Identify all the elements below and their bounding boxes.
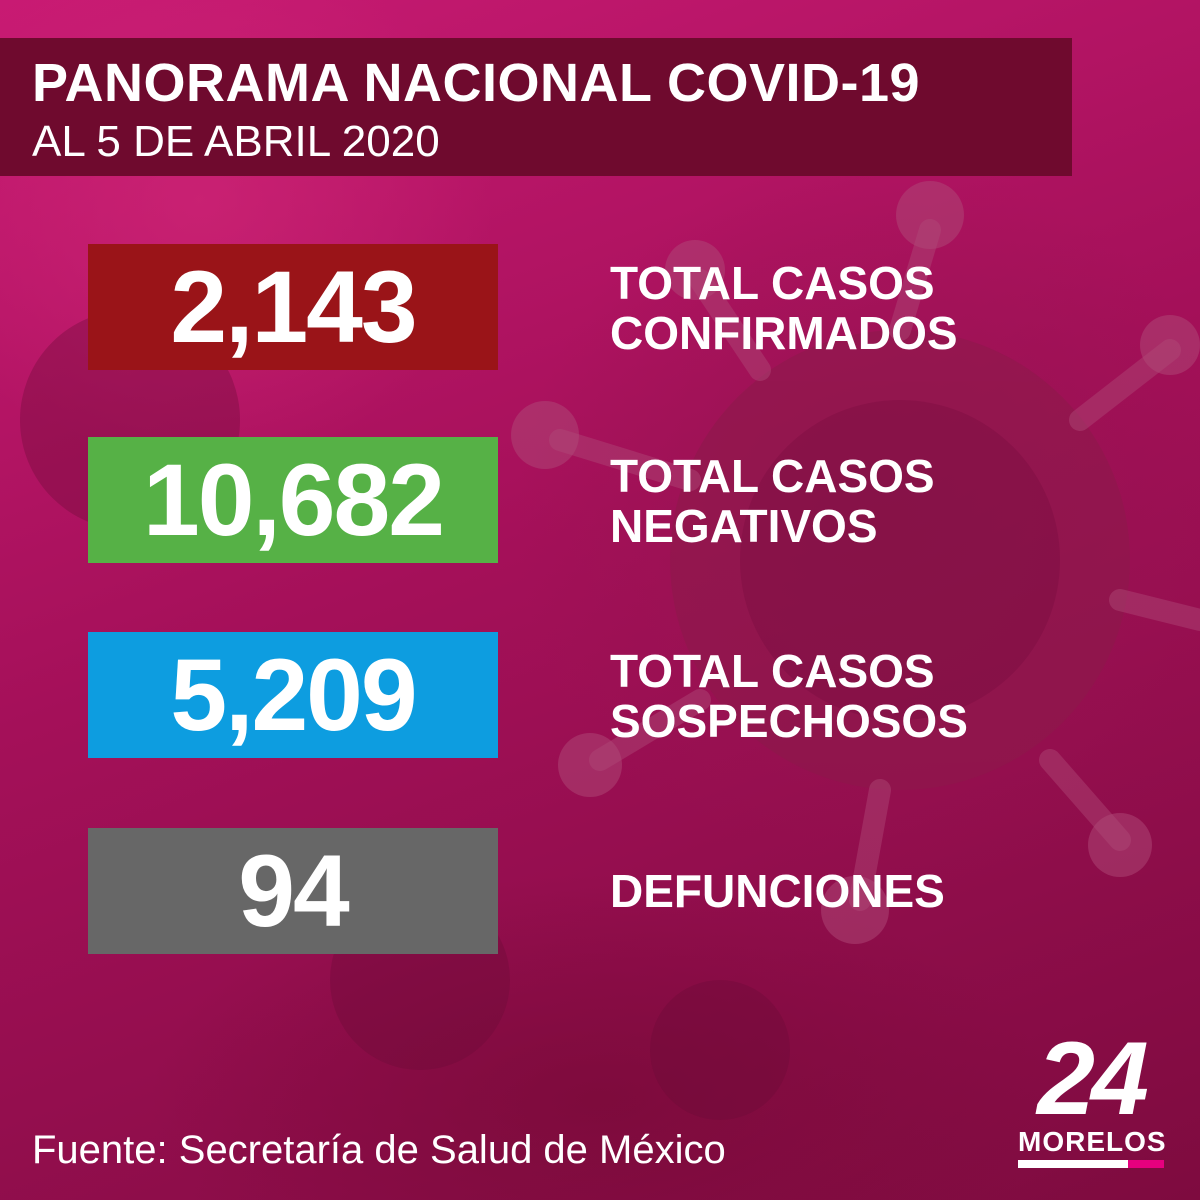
stat-label-negative-line1: TOTAL CASOS (610, 450, 935, 502)
logo-number: 24 (1037, 1021, 1149, 1137)
stat-label-deaths: DEFUNCIONES (610, 866, 1030, 916)
stat-label-suspected-line1: TOTAL CASOS (610, 645, 935, 697)
stat-value-negative: 10,682 (143, 442, 445, 557)
stat-value-confirmed: 2,143 (170, 249, 417, 364)
stat-label-suspected: TOTAL CASOS SOSPECHOSOS (610, 646, 1030, 746)
header-banner (0, 38, 1072, 176)
stat-box-negative: 10,682 (88, 437, 498, 563)
stat-box-deaths: 94 (88, 828, 498, 954)
stat-label-confirmed: TOTAL CASOS CONFIRMADOS (610, 258, 1030, 358)
stat-label-suspected-line2: SOSPECHOSOS (610, 695, 968, 747)
logo-name: MORELOS (1018, 1126, 1167, 1157)
source-credit: Fuente: Secretaría de Salud de México (32, 1128, 726, 1172)
stat-value-suspected: 5,209 (170, 637, 417, 752)
brand-logo: 24 MORELOS (1014, 1021, 1168, 1170)
logo-underline-bar (1018, 1160, 1164, 1168)
page-title: PANORAMA NACIONAL COVID-19 (32, 53, 921, 113)
page-subtitle-date: AL 5 DE ABRIL 2020 (32, 117, 440, 166)
stat-label-negative: TOTAL CASOS NEGATIVOS (610, 451, 1030, 551)
stat-box-confirmed: 2,143 (88, 244, 498, 370)
stat-box-suspected: 5,209 (88, 632, 498, 758)
logo-bar-pink (1128, 1160, 1164, 1168)
stat-value-deaths: 94 (238, 833, 349, 948)
logo-bar-white (1018, 1160, 1128, 1168)
stat-label-negative-line2: NEGATIVOS (610, 500, 878, 552)
stat-label-confirmed-line1: TOTAL CASOS (610, 257, 935, 309)
stat-label-confirmed-line2: CONFIRMADOS (610, 307, 958, 359)
stat-label-deaths-line1: DEFUNCIONES (610, 865, 945, 917)
